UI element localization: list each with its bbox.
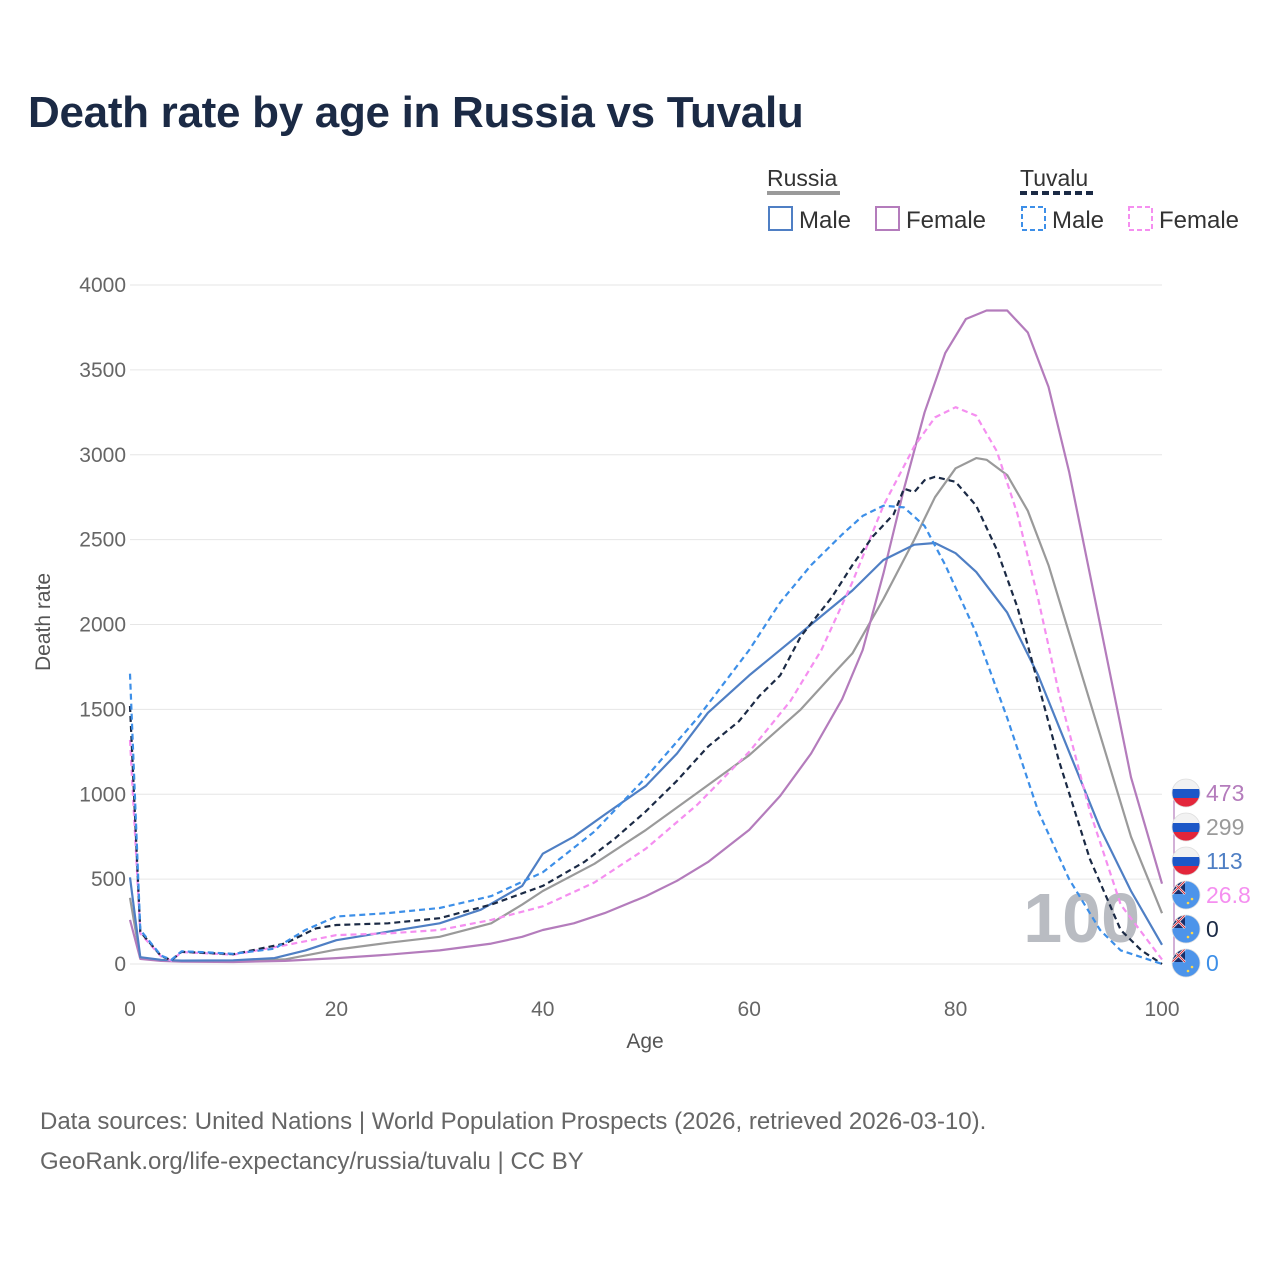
line-chart: Russia Male Female Tuvalu Male Female 0 5… xyxy=(32,165,1251,1053)
legend-russia-female-label: Female xyxy=(906,207,986,234)
y-axis: 0 500 1000 1500 2000 2500 3000 3500 4000 xyxy=(79,274,126,976)
y-tick-label: 3500 xyxy=(79,359,126,382)
source-line-2: GeoRank.org/life-expectancy/russia/tuval… xyxy=(40,1148,584,1175)
source-line-1: Data sources: United Nations | World Pop… xyxy=(40,1108,987,1135)
grid xyxy=(130,284,1162,965)
y-tick-label: 2000 xyxy=(79,614,126,637)
y-tick-label: 1000 xyxy=(79,783,126,806)
legend-group-russia: Russia xyxy=(767,165,838,191)
legend-tuvalu-female-swatch xyxy=(1128,206,1153,231)
end-label-russia-female: 473 xyxy=(1206,780,1244,806)
x-tick-label: 40 xyxy=(531,998,554,1021)
watermark-age: 100 xyxy=(1023,879,1140,957)
y-tick-label: 500 xyxy=(91,868,126,891)
series-line-russia-female xyxy=(128,309,1164,964)
y-axis-title: Death rate xyxy=(32,573,55,671)
legend-tuvalu-male-swatch xyxy=(1021,206,1046,231)
x-axis-title: Age xyxy=(626,1030,663,1053)
y-tick-label: 4000 xyxy=(79,274,126,297)
y-tick-label: 3000 xyxy=(79,444,126,467)
russia-flag-icon xyxy=(1171,778,1201,808)
series-line-russia-male xyxy=(128,541,1163,962)
series-line-tuvalu-female xyxy=(128,406,1163,962)
legend: Russia Male Female Tuvalu Male Female xyxy=(767,165,1239,234)
legend-tuvalu-female-label: Female xyxy=(1159,207,1239,234)
tuvalu-flag-icon xyxy=(1171,880,1201,910)
y-tick-label: 2500 xyxy=(79,529,126,552)
legend-tuvalu-male-label: Male xyxy=(1052,207,1104,234)
legend-russia-female-swatch xyxy=(875,206,900,231)
tuvalu-flag-icon xyxy=(1171,914,1201,944)
x-tick-label: 20 xyxy=(325,998,348,1021)
legend-russia-male-swatch xyxy=(768,206,793,231)
y-tick-label: 0 xyxy=(114,953,126,976)
tuvalu-flag-icon xyxy=(1171,948,1201,978)
legend-russia-male-label: Male xyxy=(799,207,851,234)
series-line-russia-total xyxy=(128,457,1164,963)
end-label-tuvalu-male: 0 xyxy=(1206,950,1219,976)
end-label-tuvalu-female: 26.8 xyxy=(1206,882,1251,908)
x-tick-label: 0 xyxy=(124,998,136,1021)
x-axis: 0 20 40 60 80 100 xyxy=(124,998,1179,1021)
chart-title: Death rate by age in Russia vs Tuvalu xyxy=(28,88,804,137)
x-tick-label: 100 xyxy=(1144,998,1179,1021)
x-tick-label: 60 xyxy=(738,998,761,1021)
end-label-tuvalu-total: 0 xyxy=(1206,916,1219,942)
end-label-russia-total: 299 xyxy=(1206,814,1244,840)
legend-group-tuvalu: Tuvalu xyxy=(1020,165,1088,191)
series-line-tuvalu-male xyxy=(128,504,1163,966)
end-labels: 473 299 113 26.8 0 0 xyxy=(1171,778,1251,978)
x-tick-label: 80 xyxy=(944,998,967,1021)
y-tick-label: 1500 xyxy=(79,698,126,721)
end-label-russia-male: 113 xyxy=(1206,848,1243,874)
russia-flag-icon xyxy=(1171,812,1201,842)
series-lines xyxy=(128,309,1164,966)
series-line-tuvalu-total xyxy=(128,475,1163,965)
russia-flag-icon xyxy=(1171,846,1201,876)
